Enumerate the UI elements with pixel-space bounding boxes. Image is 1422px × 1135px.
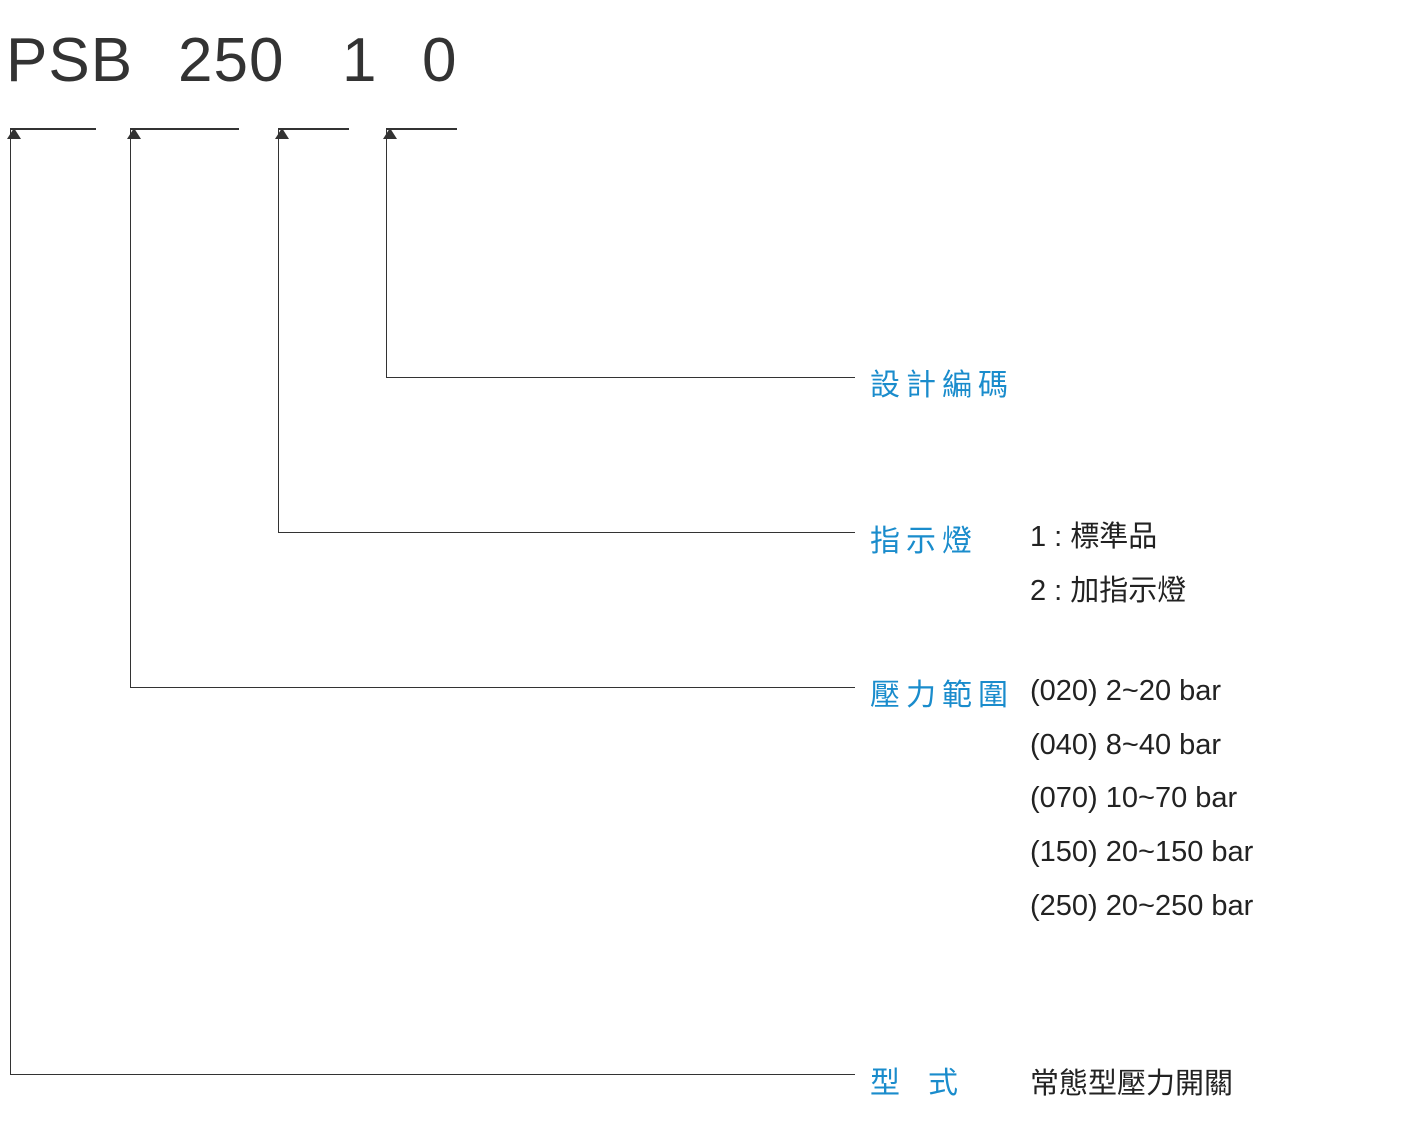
- code-segment-2: 250: [178, 25, 284, 96]
- label-pressure-range: 壓力範圍: [870, 670, 1014, 714]
- label-design-code: 設計編碼: [870, 360, 1014, 404]
- options-pressure: (020) 2~20 bar (040) 8~40 bar (070) 10~7…: [1030, 665, 1253, 933]
- label-model: 型式: [870, 1058, 986, 1102]
- code-segment-3: 1: [342, 25, 377, 96]
- pressure-option-4: (150) 20~150 bar: [1030, 826, 1253, 880]
- code-segment-4: 0: [422, 25, 457, 96]
- indicator-option-1: 1 : 標準品: [1030, 511, 1186, 565]
- options-indicator: 1 : 標準品 2 : 加指示燈: [1030, 511, 1186, 618]
- pressure-option-2: (040) 8~40 bar: [1030, 719, 1253, 773]
- model-description: 常態型壓力開關: [1030, 1058, 1233, 1112]
- indicator-option-2: 2 : 加指示燈: [1030, 565, 1186, 619]
- bracket-model: [10, 128, 855, 1075]
- pressure-option-1: (020) 2~20 bar: [1030, 665, 1253, 719]
- pressure-option-3: (070) 10~70 bar: [1030, 772, 1253, 826]
- pressure-option-5: (250) 20~250 bar: [1030, 880, 1253, 934]
- label-indicator: 指示燈: [870, 516, 978, 560]
- options-model: 常態型壓力開關: [1030, 1058, 1233, 1112]
- code-segment-1: PSB: [6, 25, 133, 96]
